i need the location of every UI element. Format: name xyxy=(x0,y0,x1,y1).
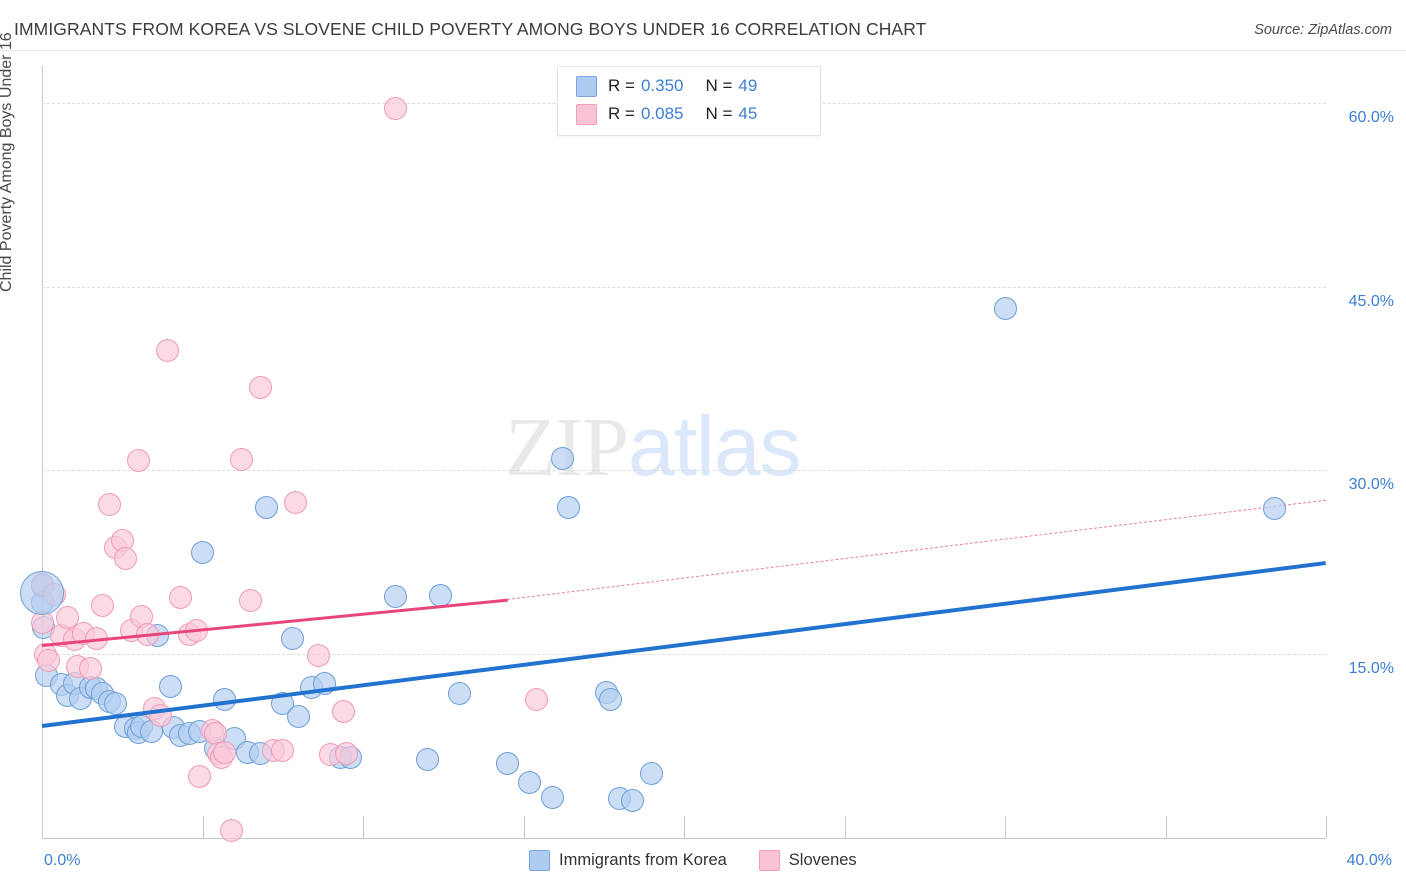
zipatlas-watermark: ZIPatlas xyxy=(505,398,801,496)
stats-n-value-blue: 49 xyxy=(738,76,758,95)
scatter-point[interactable] xyxy=(383,97,407,121)
scatter-point[interactable] xyxy=(126,449,150,473)
scatter-point[interactable] xyxy=(85,626,109,650)
scatter-point[interactable] xyxy=(136,623,160,647)
watermark-atlas: atlas xyxy=(628,399,801,493)
legend-swatch-slovenes-icon xyxy=(758,850,780,871)
x-axis-tick xyxy=(363,816,364,838)
scatter-point[interactable] xyxy=(36,648,60,672)
scatter-point[interactable] xyxy=(184,619,208,643)
gridline-y xyxy=(42,654,1326,656)
scatter-point[interactable] xyxy=(104,691,128,715)
scatter-point[interactable] xyxy=(284,490,308,514)
plot-area: ZIPatlas xyxy=(20,66,1327,843)
x-axis-line xyxy=(42,838,1326,839)
legend-item-slovenes[interactable]: Slovenes xyxy=(758,850,857,871)
source-attribution: Source: ZipAtlas.com xyxy=(1254,22,1392,38)
scatter-point[interactable] xyxy=(168,586,192,610)
scatter-point[interactable] xyxy=(158,674,182,698)
scatter-point[interactable] xyxy=(524,688,548,712)
stats-r-label-pink: R = xyxy=(608,104,635,123)
stats-n-value-pink: 45 xyxy=(738,104,758,123)
y-axis-tick-label: 30.0% xyxy=(1348,476,1394,494)
x-axis-tick xyxy=(1005,816,1006,838)
scatter-point[interactable] xyxy=(447,681,471,705)
scatter-point[interactable] xyxy=(229,447,253,471)
correlation-stats-box: R = 0.350 N = 49 R = 0.085 N = 45 xyxy=(557,66,821,136)
stats-swatch-blue-icon xyxy=(576,75,597,97)
scatter-point[interactable] xyxy=(213,740,237,764)
x-axis-tick xyxy=(523,816,525,838)
scatter-point[interactable] xyxy=(993,297,1017,321)
scatter-point[interactable] xyxy=(255,495,279,519)
scatter-point[interactable] xyxy=(621,788,645,812)
y-axis-tick-label: 60.0% xyxy=(1348,108,1394,126)
stats-n-label-blue: N = xyxy=(705,76,733,95)
x-axis-tick xyxy=(42,816,43,838)
legend-swatch-korea-icon xyxy=(529,850,550,871)
stats-n-label-pink: N = xyxy=(705,104,733,123)
stats-r-value-pink: 0.085 xyxy=(640,104,684,123)
stats-r-label-blue: R = xyxy=(608,76,635,95)
scatter-point[interactable] xyxy=(91,593,115,617)
y-axis-line xyxy=(42,66,43,838)
stats-swatch-pink-icon xyxy=(576,103,597,125)
y-axis-tick-label: 45.0% xyxy=(1348,292,1394,310)
scatter-point[interactable] xyxy=(306,643,330,667)
page-title: IMMIGRANTS FROM KOREA VS SLOVENE CHILD P… xyxy=(14,19,927,39)
stats-row-slovenes: R = 0.085 N = 45 xyxy=(576,100,757,128)
scatter-point[interactable] xyxy=(518,771,542,795)
scatter-point[interactable] xyxy=(540,786,564,810)
scatter-point[interactable] xyxy=(280,626,304,650)
stats-row-korea: R = 0.350 N = 49 xyxy=(576,72,757,100)
legend-label-slovenes: Slovenes xyxy=(788,851,857,869)
scatter-point[interactable] xyxy=(383,585,407,609)
scatter-point[interactable] xyxy=(598,688,622,712)
scatter-point[interactable] xyxy=(271,739,295,763)
y-axis-title: Child Poverty Among Boys Under 16 xyxy=(0,32,15,292)
scatter-point[interactable] xyxy=(155,338,179,362)
scatter-point[interactable] xyxy=(20,570,64,615)
scatter-point[interactable] xyxy=(191,540,214,564)
gridline-y xyxy=(42,470,1326,472)
scatter-point[interactable] xyxy=(428,583,452,607)
legend-label-korea: Immigrants from Korea xyxy=(559,851,727,869)
x-axis-tick xyxy=(684,816,685,838)
scatter-point[interactable] xyxy=(239,588,263,612)
x-axis-max-label: 40.0% xyxy=(1346,852,1392,869)
scatter-point[interactable] xyxy=(219,819,243,843)
x-axis-tick xyxy=(202,816,204,838)
scatter-point[interactable] xyxy=(332,700,356,724)
x-axis-min-label: 0.0% xyxy=(44,852,81,869)
legend-item-korea[interactable]: Immigrants from Korea xyxy=(529,850,727,871)
trendline-slovenes-extension xyxy=(507,499,1327,601)
scatter-point[interactable] xyxy=(113,547,137,571)
x-axis-tick xyxy=(1326,816,1327,838)
scatter-point[interactable] xyxy=(97,493,121,517)
scatter-point[interactable] xyxy=(213,688,237,712)
stats-r-value-blue: 0.350 xyxy=(640,76,684,95)
scatter-point[interactable] xyxy=(248,375,272,399)
scatter-point[interactable] xyxy=(335,741,359,765)
gridline-y xyxy=(42,286,1326,288)
scatter-point[interactable] xyxy=(287,705,311,729)
x-axis-tick xyxy=(844,816,846,838)
scatter-point[interactable] xyxy=(495,751,519,775)
scatter-point[interactable] xyxy=(415,748,439,772)
scatter-point[interactable] xyxy=(56,605,80,629)
x-axis-tick xyxy=(1165,816,1167,838)
scatter-point[interactable] xyxy=(1263,496,1287,520)
scatter-point[interactable] xyxy=(550,446,574,470)
series-legend: Immigrants from Korea Slovenes xyxy=(529,850,889,871)
header-divider xyxy=(0,50,1406,51)
scatter-point[interactable] xyxy=(312,672,336,696)
scatter-point[interactable] xyxy=(78,657,102,681)
trendline-korea xyxy=(41,561,1327,729)
scatter-point[interactable] xyxy=(640,761,664,785)
scatter-point[interactable] xyxy=(149,703,173,727)
y-axis-tick-label: 15.0% xyxy=(1348,660,1394,678)
scatter-point[interactable] xyxy=(556,495,580,519)
scatter-point[interactable] xyxy=(187,765,211,789)
